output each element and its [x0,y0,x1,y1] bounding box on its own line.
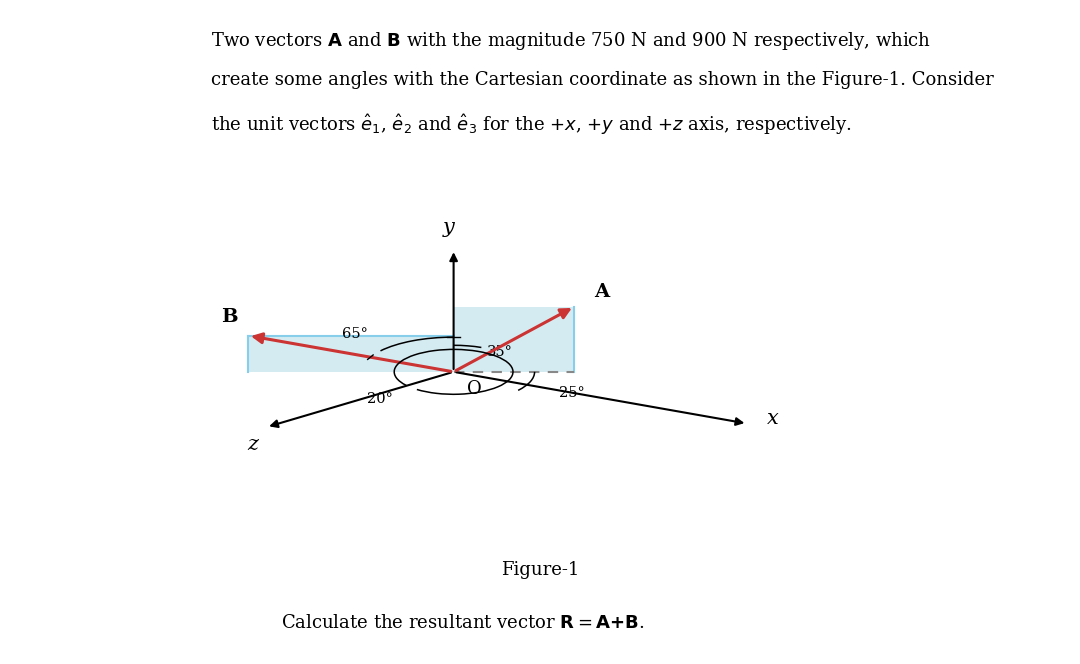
Text: y: y [443,218,454,238]
Text: 20°: 20° [367,392,393,406]
Text: z: z [246,435,258,454]
Text: 65°: 65° [342,327,368,341]
Text: create some angles with the Cartesian coordinate as shown in the Figure-1. Consi: create some angles with the Cartesian co… [211,71,994,89]
Polygon shape [454,307,575,372]
Text: the unit vectors $\hat{e}_1$, $\hat{e}_2$ and $\hat{e}_3$ for the $+x$, $+y$ and: the unit vectors $\hat{e}_1$, $\hat{e}_2… [211,112,851,137]
Text: Calculate the resultant vector $\mathbf{R} = \mathbf{A{+}B}$.: Calculate the resultant vector $\mathbf{… [281,614,645,632]
Text: Figure-1: Figure-1 [501,561,579,579]
Text: B: B [220,307,238,325]
Text: A: A [594,284,609,301]
Text: Two vectors $\mathbf{A}$ and $\mathbf{B}$ with the magnitude 750 N and 900 N res: Two vectors $\mathbf{A}$ and $\mathbf{B}… [211,30,931,52]
Text: O: O [467,380,482,398]
Text: 25°: 25° [559,386,585,400]
Polygon shape [248,335,454,372]
Text: 35°: 35° [487,345,513,359]
Text: x: x [767,409,779,428]
